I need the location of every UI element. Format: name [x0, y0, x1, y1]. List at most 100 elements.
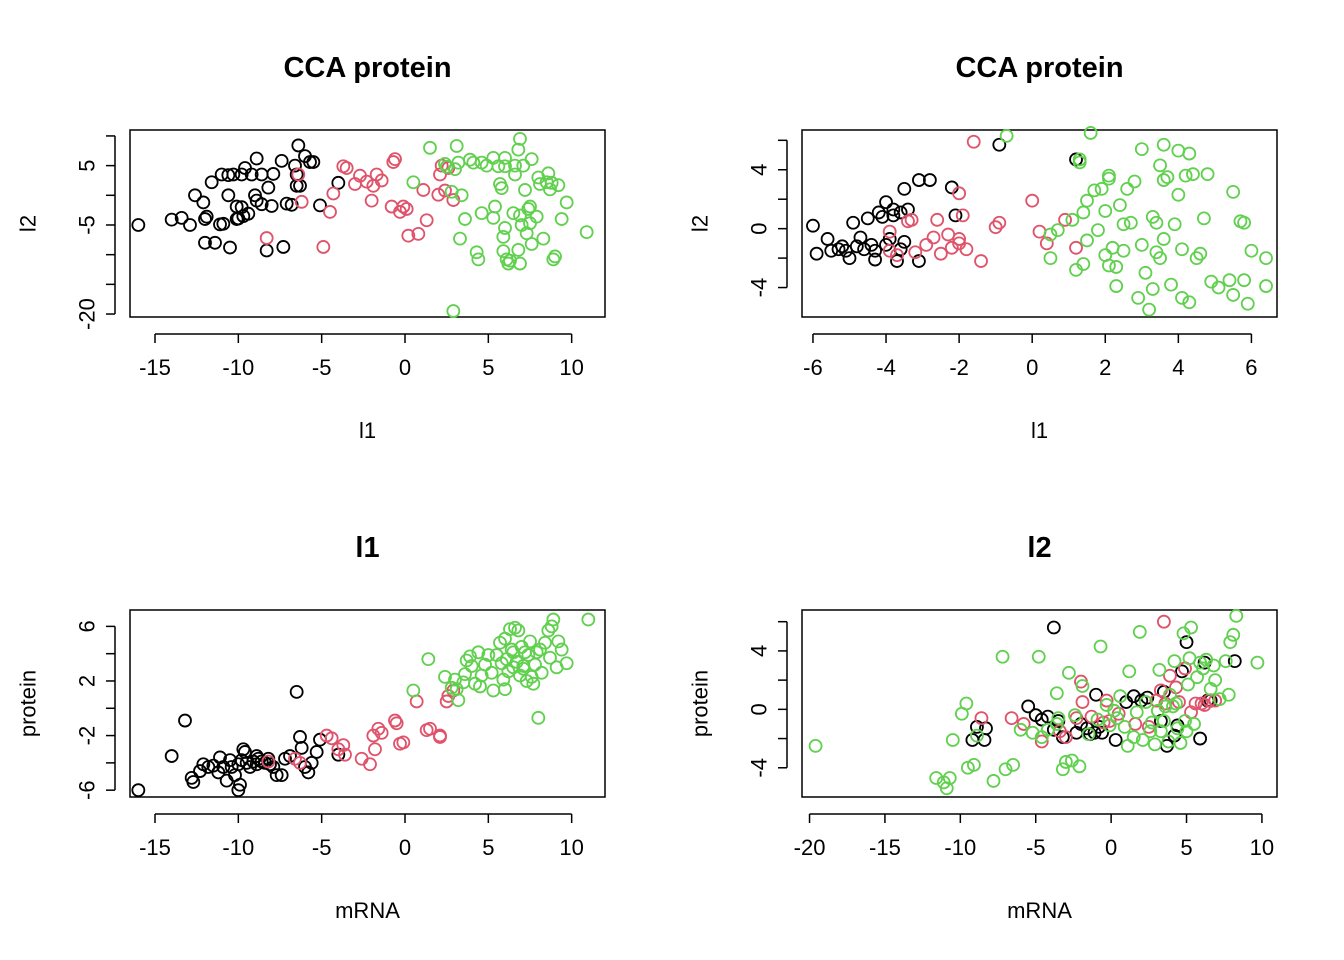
data-point	[316, 240, 331, 254]
series-1	[131, 138, 346, 258]
data-point	[1039, 236, 1054, 251]
data-point	[294, 740, 309, 755]
x-tick-label: -20	[794, 835, 826, 860]
data-point	[291, 138, 306, 153]
data-point	[498, 159, 512, 174]
data-point	[306, 155, 321, 169]
data-point	[1069, 152, 1083, 167]
data-point	[508, 158, 522, 173]
data-point	[254, 197, 269, 212]
x-tick-label: 10	[559, 355, 583, 380]
data-point	[1193, 731, 1207, 746]
data-point	[849, 239, 864, 254]
data-point	[284, 197, 299, 212]
data-point	[1049, 686, 1064, 701]
data-point	[1109, 260, 1124, 274]
data-point	[529, 645, 544, 660]
data-point	[1157, 714, 1171, 728]
y-tick-label: 6	[75, 620, 100, 632]
data-point	[1259, 279, 1273, 293]
plot-frame	[801, 129, 1278, 318]
data-point	[897, 181, 912, 196]
data-point	[554, 212, 569, 226]
data-point	[389, 716, 404, 731]
data-point	[1138, 265, 1153, 280]
y-tick-label: 5	[75, 159, 100, 171]
data-point	[419, 213, 434, 228]
data-point	[396, 735, 411, 750]
data-point	[559, 656, 574, 671]
data-point	[183, 218, 197, 232]
y-tick-label: 0	[747, 703, 772, 715]
data-point	[1075, 679, 1090, 693]
data-point	[1226, 184, 1241, 199]
data-point	[1025, 193, 1040, 208]
data-point	[1157, 614, 1171, 629]
data-point	[1058, 212, 1072, 227]
data-point	[1087, 183, 1102, 198]
data-point	[1062, 665, 1076, 680]
x-tick-label: -10	[222, 355, 254, 380]
data-point	[1004, 711, 1019, 726]
data-point	[416, 183, 431, 197]
data-point	[1170, 721, 1185, 736]
y-tick-label: -2	[75, 726, 100, 746]
data-point	[1153, 251, 1167, 266]
data-point	[486, 210, 501, 225]
data-point	[494, 181, 509, 196]
data-point	[1076, 257, 1091, 271]
data-point	[992, 137, 1007, 152]
data-point	[1179, 635, 1194, 650]
x-tick-label: -15	[139, 355, 171, 380]
data-point	[952, 232, 967, 246]
data-point	[543, 182, 557, 197]
data-point	[904, 212, 919, 227]
data-point	[1098, 204, 1113, 218]
data-point	[1222, 273, 1237, 288]
data-point	[469, 245, 484, 260]
x-axis-label: mRNA	[335, 898, 400, 923]
data-point	[1208, 673, 1223, 688]
data-point	[1221, 687, 1236, 702]
data-point	[551, 178, 566, 193]
data-point	[1127, 174, 1142, 189]
data-point	[431, 187, 446, 202]
data-point	[1186, 167, 1200, 182]
series-3	[999, 126, 1273, 317]
data-point	[511, 142, 526, 157]
data-point	[1182, 146, 1197, 161]
data-point	[536, 231, 551, 246]
data-point	[970, 728, 984, 743]
data-point	[503, 253, 517, 268]
data-point	[808, 738, 823, 753]
data-point	[1244, 243, 1259, 258]
data-point	[1068, 708, 1082, 723]
x-tick-label: -6	[803, 355, 823, 380]
data-point	[293, 730, 307, 744]
data-point	[1193, 246, 1208, 261]
data-point	[244, 167, 259, 182]
data-point	[1179, 724, 1194, 739]
data-point	[463, 152, 477, 167]
data-point	[213, 750, 227, 765]
data-point	[481, 648, 496, 662]
x-tick-label: 0	[399, 835, 411, 860]
data-point	[451, 693, 466, 707]
data-point	[496, 244, 511, 259]
data-point	[1126, 689, 1141, 704]
data-point	[529, 209, 544, 224]
data-point	[1153, 158, 1167, 173]
data-point	[1043, 227, 1058, 242]
data-point	[359, 174, 374, 189]
y-tick-label: 4	[747, 164, 772, 176]
data-point	[511, 243, 526, 257]
data-point	[1116, 243, 1131, 258]
plot-frame	[129, 609, 606, 798]
data-point	[1250, 655, 1265, 670]
data-point	[204, 175, 219, 190]
data-point	[579, 225, 594, 240]
data-point	[998, 762, 1013, 777]
data-point	[919, 237, 934, 252]
data-point	[868, 243, 882, 258]
data-point	[1169, 696, 1183, 711]
